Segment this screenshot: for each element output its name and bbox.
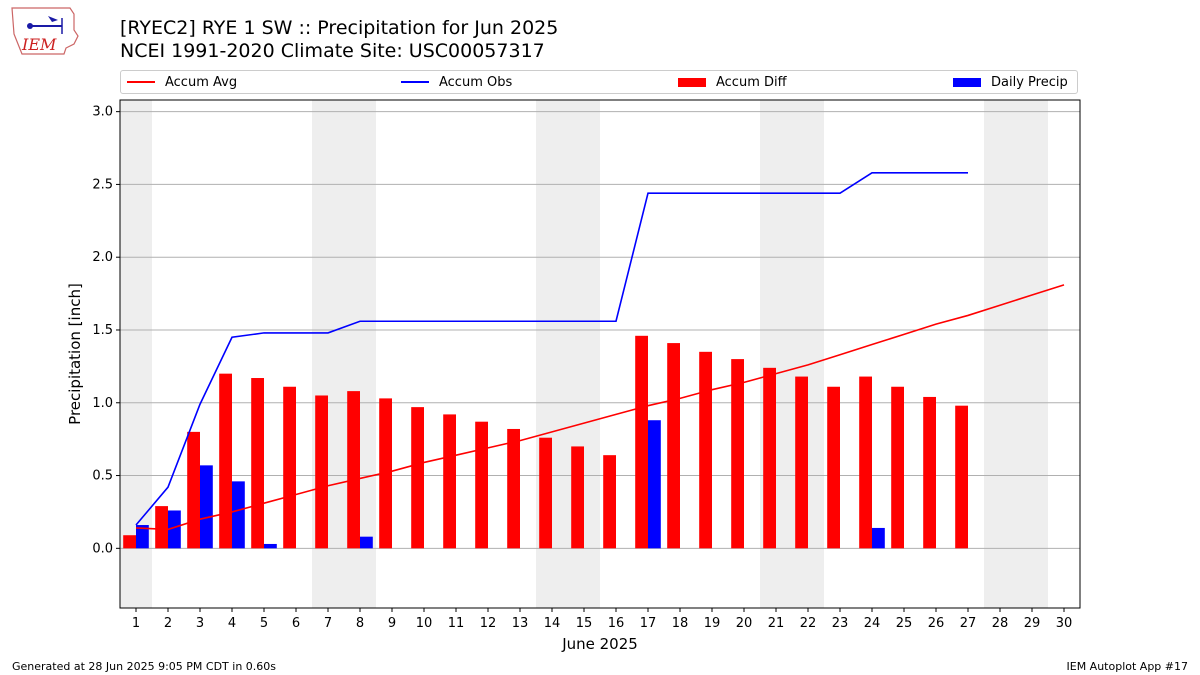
y-tick-label: 0.0 xyxy=(92,541,113,556)
y-tick-label: 0.5 xyxy=(92,469,113,484)
bar-accum-diff xyxy=(155,506,168,549)
legend-swatch-accum-avg xyxy=(127,81,155,83)
x-tick-label: 12 xyxy=(480,616,497,631)
legend-swatch-accum-obs xyxy=(401,81,429,83)
bar-daily-precip xyxy=(136,525,149,549)
bar-accum-diff xyxy=(955,405,968,549)
weekend-band xyxy=(984,100,1016,608)
legend-swatch-accum-diff xyxy=(678,77,706,87)
bar-accum-diff xyxy=(443,414,456,549)
footer-app: IEM Autoplot App #17 xyxy=(1066,660,1189,673)
legend-swatch-daily-precip xyxy=(953,77,981,87)
x-tick-label: 19 xyxy=(704,616,721,631)
bar-accum-diff xyxy=(347,391,360,549)
x-tick-label: 27 xyxy=(960,616,977,631)
bar-accum-diff xyxy=(251,378,264,549)
bar-accum-diff xyxy=(859,376,872,549)
x-tick-label: 9 xyxy=(388,616,396,631)
bar-daily-precip xyxy=(168,510,181,549)
bar-accum-diff xyxy=(539,437,552,549)
x-axis-label: June 2025 xyxy=(561,635,638,653)
x-tick-label: 7 xyxy=(324,616,332,631)
legend-item-accum-obs: Accum Obs xyxy=(401,71,512,93)
x-tick-label: 3 xyxy=(196,616,204,631)
y-tick-label: 3.0 xyxy=(92,105,113,120)
line-accum-obs xyxy=(135,171,968,526)
legend-label-accum-obs: Accum Obs xyxy=(439,74,513,90)
bar-accum-diff xyxy=(507,428,520,549)
x-tick-label: 4 xyxy=(228,616,236,631)
bar-daily-precip xyxy=(232,481,245,549)
bar-accum-diff xyxy=(283,386,296,549)
x-tick-label: 2 xyxy=(164,616,172,631)
legend-item-daily-precip: Daily Precip xyxy=(953,71,1068,93)
x-tick-label: 14 xyxy=(544,616,561,631)
bar-daily-precip xyxy=(264,543,277,549)
y-tick-label: 1.5 xyxy=(92,323,113,338)
line-accum-avg xyxy=(135,284,1065,531)
svg-text:IEM: IEM xyxy=(21,35,57,54)
bar-daily-precip xyxy=(872,527,885,549)
bar-accum-diff xyxy=(187,431,200,549)
legend-label-accum-diff: Accum Diff xyxy=(716,74,787,90)
bar-accum-diff xyxy=(603,455,616,549)
x-tick-label: 15 xyxy=(576,616,593,631)
bar-accum-diff xyxy=(635,335,648,549)
bar-daily-precip xyxy=(200,465,213,549)
legend-item-accum-avg: Accum Avg xyxy=(127,71,237,93)
x-tick-label: 26 xyxy=(928,616,945,631)
x-tick-label: 16 xyxy=(608,616,625,631)
bar-accum-diff xyxy=(827,386,840,549)
y-axis-label: Precipitation [inch] xyxy=(66,283,84,425)
legend-label-accum-avg: Accum Avg xyxy=(165,74,238,90)
chart-title: [RYEC2] RYE 1 SW :: Precipitation for Ju… xyxy=(120,17,559,39)
bar-accum-diff xyxy=(571,446,584,549)
bar-accum-diff xyxy=(315,395,328,549)
bar-daily-precip xyxy=(360,536,373,549)
y-tick-label: 2.0 xyxy=(92,250,113,265)
x-tick-label: 22 xyxy=(800,616,817,631)
x-tick-label: 8 xyxy=(356,616,364,631)
weekend-band xyxy=(1016,100,1048,608)
x-tick-label: 10 xyxy=(416,616,433,631)
y-tick-label: 1.0 xyxy=(92,396,113,411)
x-tick-label: 1 xyxy=(132,616,140,631)
x-tick-label: 29 xyxy=(1024,616,1041,631)
legend: Accum Avg Accum Obs Accum Diff Daily Pre… xyxy=(120,70,1078,94)
x-tick-label: 18 xyxy=(672,616,689,631)
x-tick-label: 24 xyxy=(864,616,881,631)
x-tick-label: 21 xyxy=(768,616,785,631)
x-tick-label: 28 xyxy=(992,616,1009,631)
bar-accum-diff xyxy=(731,359,744,549)
bar-daily-precip xyxy=(648,420,661,549)
x-tick-label: 25 xyxy=(896,616,913,631)
footer-generated: Generated at 28 Jun 2025 9:05 PM CDT in … xyxy=(12,660,277,673)
x-tick-label: 6 xyxy=(292,616,300,631)
bar-accum-diff xyxy=(667,343,680,549)
bar-accum-diff xyxy=(891,386,904,549)
bar-accum-diff xyxy=(923,396,936,549)
bar-accum-diff xyxy=(123,535,136,549)
x-tick-label: 13 xyxy=(512,616,529,631)
y-tick-label: 2.5 xyxy=(92,177,113,192)
x-tick-label: 11 xyxy=(448,616,465,631)
chart-subtitle: NCEI 1991-2020 Climate Site: USC00057317 xyxy=(120,40,545,62)
x-tick-label: 20 xyxy=(736,616,753,631)
bar-accum-diff xyxy=(699,351,712,549)
x-tick-label: 30 xyxy=(1056,616,1073,631)
x-tick-label: 5 xyxy=(260,616,268,631)
legend-item-accum-diff: Accum Diff xyxy=(678,71,787,93)
legend-label-daily-precip: Daily Precip xyxy=(991,74,1068,90)
x-tick-label: 17 xyxy=(640,616,657,631)
bar-accum-diff xyxy=(219,373,232,549)
iem-logo: IEM xyxy=(8,4,82,62)
bar-accum-diff xyxy=(795,376,808,549)
bar-accum-diff xyxy=(475,421,488,549)
bar-accum-diff xyxy=(411,407,424,549)
axes-frame xyxy=(119,99,1081,609)
bar-accum-diff xyxy=(763,367,776,549)
x-tick-label: 23 xyxy=(832,616,849,631)
